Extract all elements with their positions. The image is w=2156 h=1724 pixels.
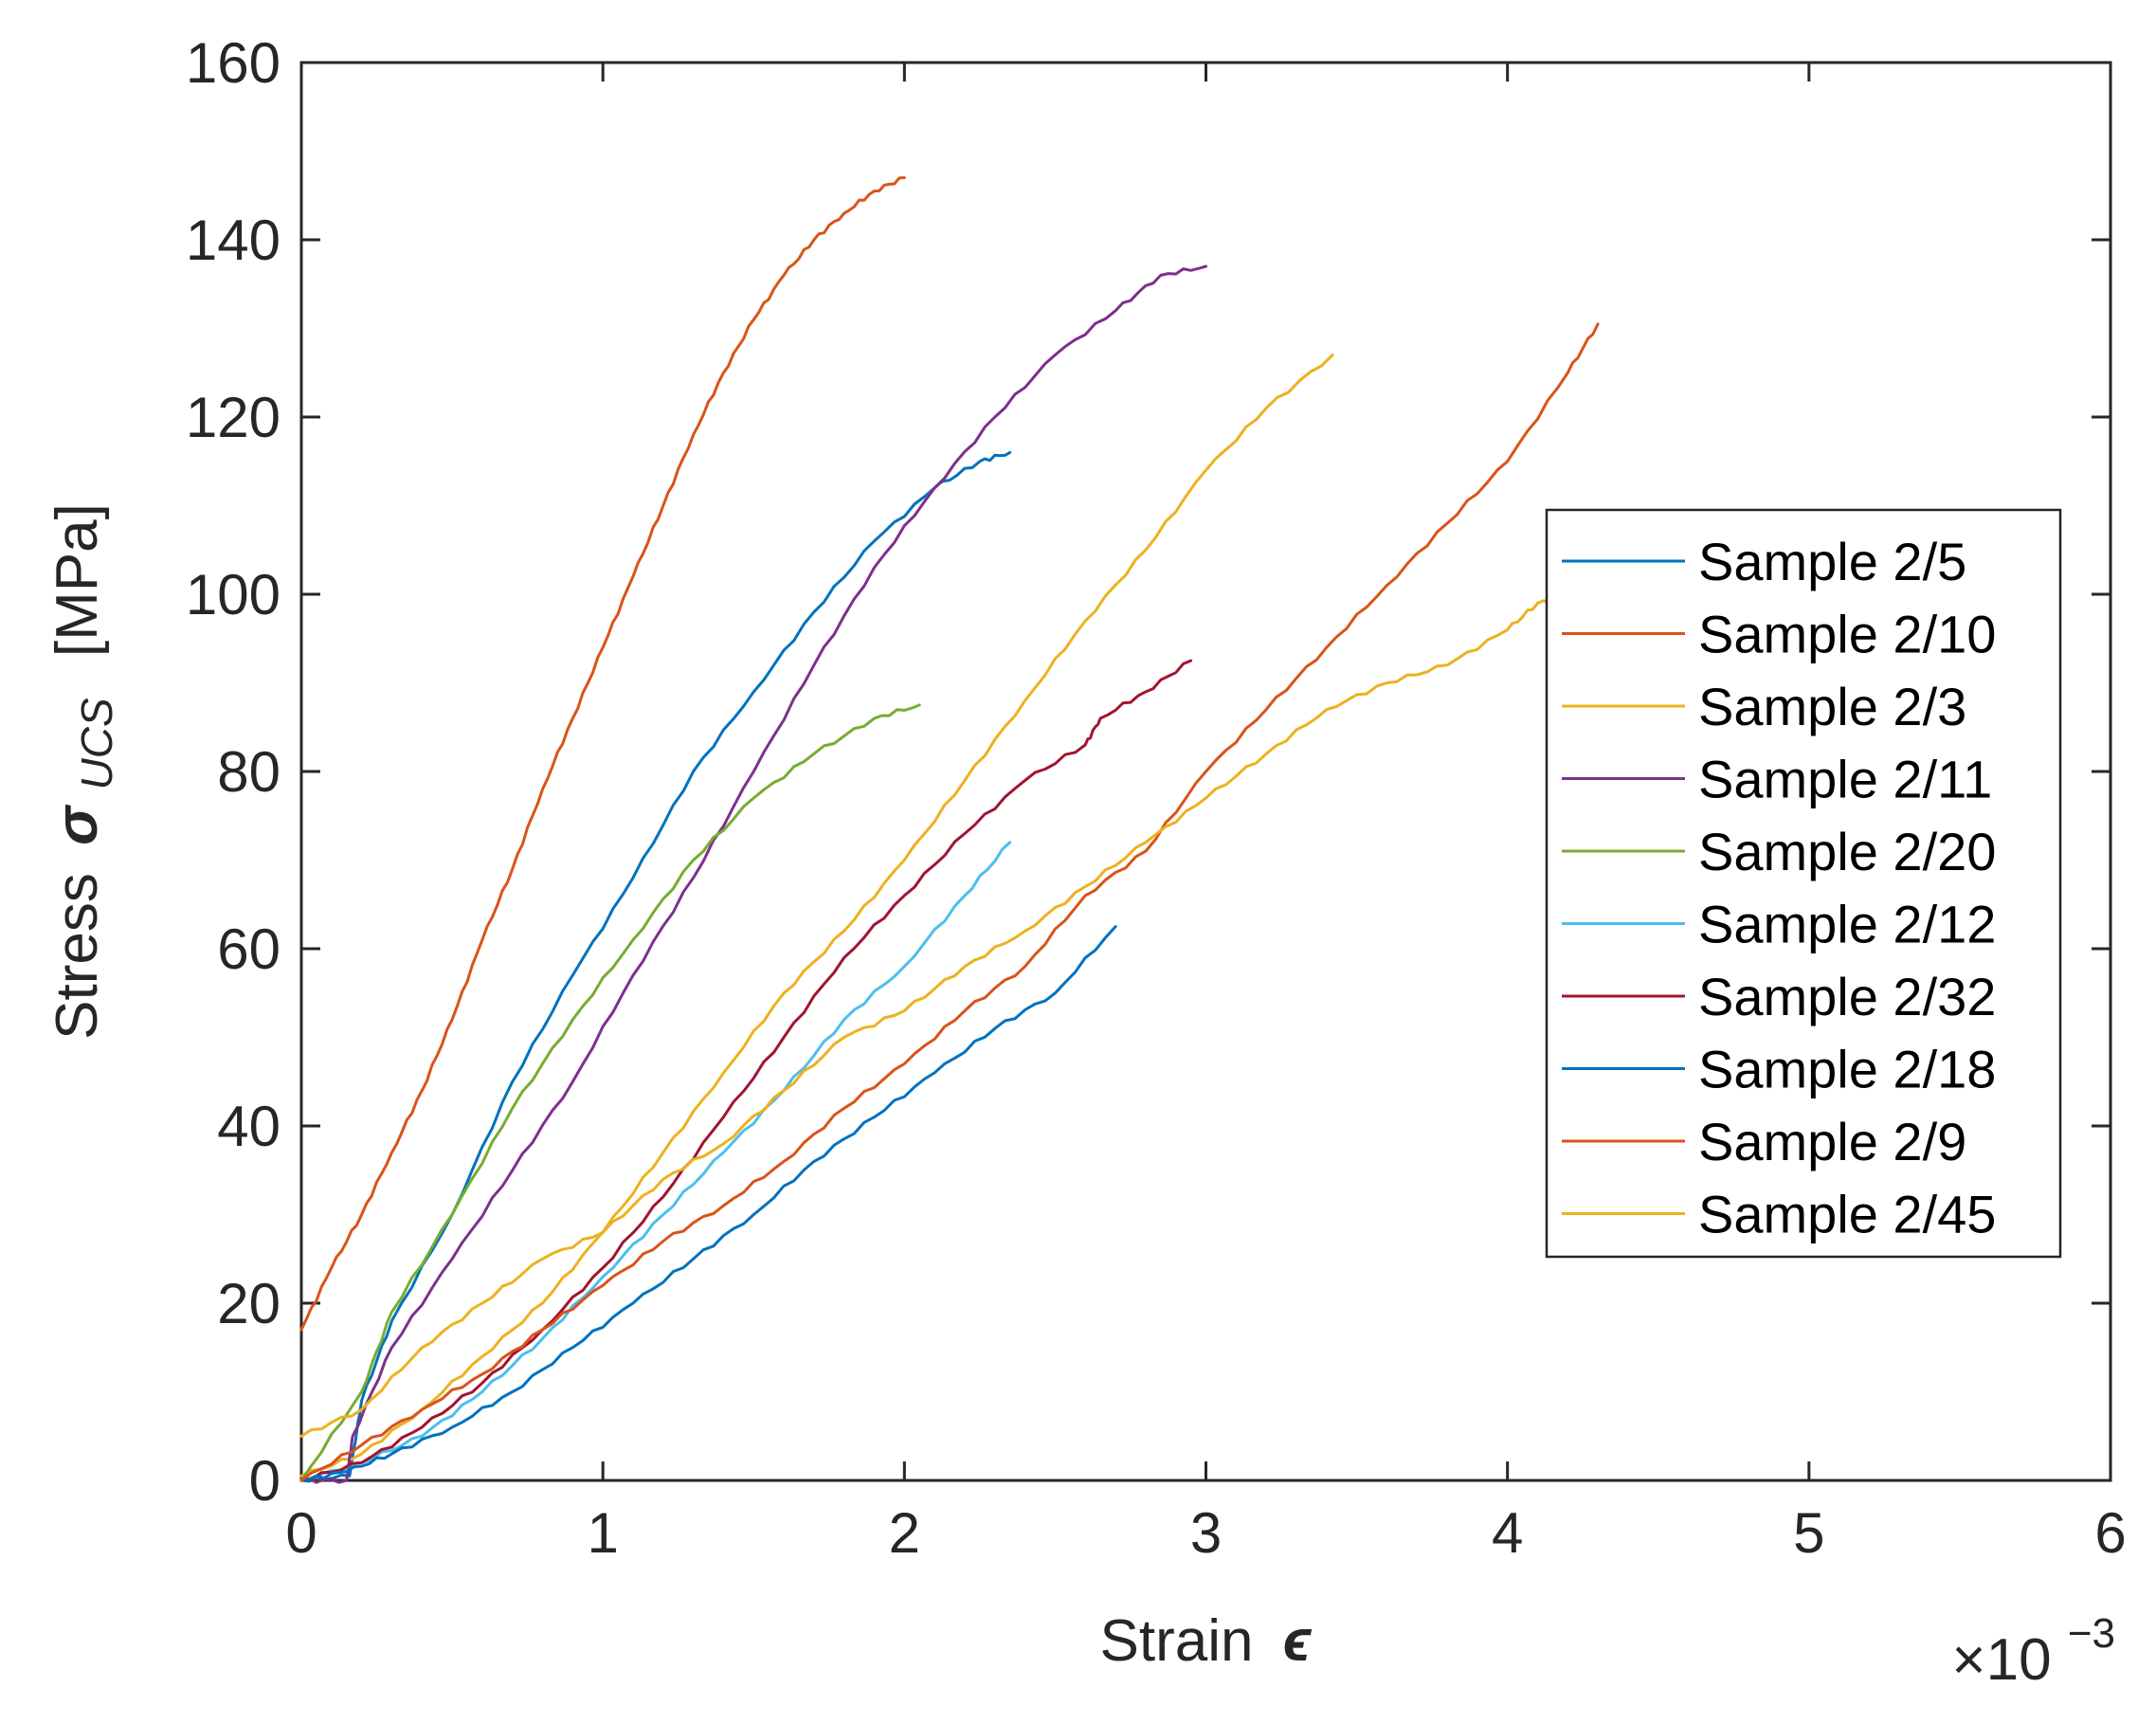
x-multiplier: ×10 −3: [1951, 1610, 2115, 1693]
x-tick-label: 6: [2094, 1501, 2126, 1565]
legend-items: Sample 2/5 Sample 2/10 Sample 2/3 Sample 2/…: [1562, 532, 1996, 1244]
series-line-3: [299, 354, 1334, 1478]
series-line-6: [299, 841, 1012, 1482]
y-tick-label: 140: [186, 209, 281, 272]
y-axis-unit: [MPa]: [45, 503, 110, 657]
series-line-9: [299, 322, 1600, 1482]
x-multiplier-exponent: −3: [2068, 1610, 2115, 1657]
y-tick-label: 80: [217, 740, 281, 804]
x-tick-label: 3: [1190, 1501, 1222, 1565]
series-line-5: [299, 703, 921, 1482]
y-tick-label: 100: [186, 563, 281, 626]
x-axis-title: Strain ϵ: [1100, 1608, 1313, 1674]
y-axis-label: Stress: [45, 873, 110, 1040]
y-tick-label: 120: [186, 386, 281, 449]
legend-label: Sample 2/20: [1698, 822, 1996, 881]
legend-label: Sample 2/12: [1698, 895, 1996, 954]
series-line-8: [299, 925, 1117, 1482]
x-tick-label: 2: [889, 1501, 920, 1565]
series-line-2: [299, 176, 906, 1332]
series-lines: [299, 176, 1600, 1484]
series-line-10: [299, 592, 1576, 1438]
x-axis-label: Strain: [1100, 1608, 1254, 1674]
y-axis-symbol: σ: [45, 804, 110, 845]
x-axis-symbol: ϵ: [1283, 1608, 1313, 1674]
x-tick-label: 4: [1492, 1501, 1523, 1565]
y-tick-label: 160: [186, 31, 281, 95]
y-tick-label: 40: [217, 1095, 281, 1158]
y-tick-label: 60: [217, 917, 281, 981]
legend-label: Sample 2/45: [1698, 1185, 1996, 1244]
legend-label: Sample 2/18: [1698, 1040, 1996, 1099]
legend-label: Sample 2/3: [1698, 677, 1966, 736]
x-tick-label: 0: [285, 1501, 317, 1565]
series-line-7: [299, 659, 1193, 1482]
series-line-1: [299, 450, 1012, 1483]
legend: Sample 2/5 Sample 2/10 Sample 2/3 Sample 2/…: [1545, 508, 2062, 1259]
y-axis-title: Stress σ UCS [MPa]: [45, 503, 125, 1040]
y-axis-subscript: UCS: [72, 698, 121, 789]
series-line-4: [299, 264, 1207, 1484]
legend-label: Sample 2/11: [1698, 750, 1992, 809]
x-tick-label: 1: [587, 1501, 618, 1565]
legend-label: Sample 2/32: [1698, 967, 1996, 1026]
x-multiplier-base: ×10: [1951, 1627, 2051, 1693]
legend-label: Sample 2/10: [1698, 605, 1996, 664]
x-tick-label: 5: [1793, 1501, 1824, 1565]
y-tick-label: 20: [217, 1272, 281, 1335]
legend-label: Sample 2/9: [1698, 1112, 1966, 1171]
legend-label: Sample 2/5: [1698, 532, 1966, 591]
y-tick-label: 0: [249, 1449, 281, 1513]
